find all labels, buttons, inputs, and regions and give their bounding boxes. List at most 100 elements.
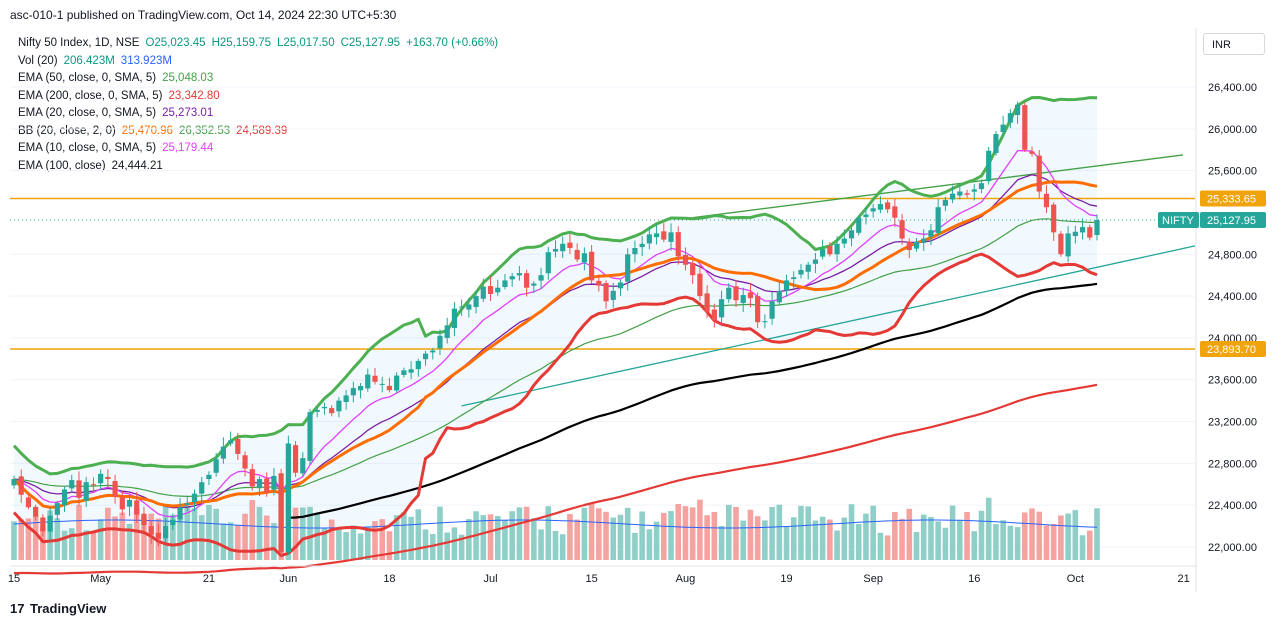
- candle-body: [913, 241, 920, 249]
- candle: [820, 239, 826, 260]
- candle-body: [921, 238, 927, 243]
- volume-bar: [97, 519, 104, 560]
- legend-row[interactable]: EMA (50, close, 0, SMA, 5) 25,048.03: [18, 70, 498, 88]
- legend-row[interactable]: EMA (100, close) 24,444.21: [18, 158, 498, 176]
- legend-row[interactable]: Vol (20) 206.423M 313.923M: [18, 53, 498, 71]
- legend-label: EMA (200, close, 0, SMA, 5): [18, 89, 163, 102]
- candle: [76, 471, 82, 506]
- candle-body: [971, 189, 977, 192]
- candles: [11, 101, 1100, 556]
- candle: [292, 441, 299, 478]
- candle-body: [271, 475, 277, 490]
- legend-value: 313.923M: [120, 54, 172, 67]
- candle-body: [1014, 104, 1021, 116]
- candle-body: [820, 249, 826, 257]
- candle: [697, 264, 703, 301]
- currency-selector[interactable]: INR: [1203, 33, 1265, 55]
- volume-bar: [451, 527, 458, 560]
- x-tick-label: 21: [1178, 573, 1190, 585]
- legend-label: EMA (10, close, 0, SMA, 5): [18, 142, 157, 154]
- volume-bar: [177, 516, 183, 560]
- volume-bar: [855, 523, 862, 560]
- publish-caption: asc-010-1 published on TradingView.com, …: [10, 8, 397, 22]
- legend-value: 25,470.96: [121, 124, 173, 137]
- volume-bar: [740, 520, 747, 560]
- candle-body: [155, 532, 161, 539]
- legend-row[interactable]: BB (20, close, 2, 0) 25,470.96 26,352.53 24…: [18, 123, 498, 141]
- legend-value: 24,444.21: [111, 159, 163, 172]
- candle: [661, 223, 667, 243]
- volume-bar: [942, 527, 949, 560]
- candle-body: [437, 335, 443, 349]
- candle: [1022, 102, 1028, 152]
- volume-bar: [480, 515, 487, 560]
- candle-body: [54, 503, 60, 515]
- volume-bar: [783, 526, 790, 560]
- volume-bar: [256, 506, 263, 560]
- volume-bar: [408, 516, 414, 560]
- candle-body: [646, 234, 652, 244]
- candle: [444, 317, 450, 344]
- candle: [711, 303, 717, 328]
- volume-bar: [769, 506, 775, 560]
- volume-bar: [689, 507, 696, 560]
- candle: [942, 196, 948, 212]
- candle-body: [892, 206, 898, 218]
- candle: [805, 262, 811, 280]
- legend-value: 23,342.80: [168, 89, 220, 102]
- candle-body: [495, 287, 501, 293]
- candle: [993, 130, 999, 156]
- bollinger-upper-line: [12, 96, 1098, 476]
- legend-row[interactable]: EMA (20, close, 0, SMA, 5) 25,273.01: [18, 105, 498, 123]
- candle-body: [877, 204, 883, 210]
- candle: [596, 274, 602, 292]
- candle-body: [906, 241, 912, 251]
- candle-body: [538, 275, 544, 281]
- candle-body: [69, 480, 75, 489]
- candle-body: [625, 254, 631, 282]
- candle: [235, 432, 241, 461]
- candle: [365, 368, 371, 392]
- y-tick-label: 22,000.00: [1208, 542, 1257, 554]
- candle: [928, 223, 934, 245]
- candle-body: [993, 134, 999, 154]
- candle: [567, 233, 573, 255]
- legend-row[interactable]: EMA (200, close, 0, SMA, 5) 23,342.80: [18, 88, 498, 106]
- volume-bar: [437, 506, 443, 560]
- volume-bar: [271, 523, 277, 560]
- candle-body: [675, 232, 681, 257]
- candle: [755, 292, 761, 328]
- legend-label: EMA (100, close): [18, 159, 106, 172]
- legend-value: 25,179.44: [162, 142, 214, 154]
- candle-body: [964, 193, 970, 195]
- candle: [1029, 146, 1035, 157]
- volume-bar: [336, 527, 342, 560]
- candle-body: [610, 290, 616, 300]
- candle-body: [256, 479, 263, 489]
- volume-bar: [754, 516, 761, 560]
- volume-bar: [747, 509, 754, 560]
- volume-bar: [1058, 515, 1064, 560]
- candle-body: [365, 374, 371, 389]
- candle: [487, 276, 494, 302]
- volume-bar: [90, 530, 97, 560]
- candle-body: [899, 220, 905, 239]
- volume-bar: [372, 521, 378, 560]
- tradingview-logo: 17 TradingView: [10, 601, 106, 616]
- y-tick-label: 25,600.00: [1208, 166, 1257, 178]
- y-tick-label: 26,000.00: [1208, 124, 1257, 136]
- candle-body: [1087, 227, 1093, 238]
- candle: [1014, 101, 1021, 124]
- candle: [47, 507, 53, 541]
- volume-bar: [805, 506, 811, 560]
- candle-body: [639, 243, 645, 248]
- x-tick-label: Oct: [1067, 573, 1084, 585]
- indicator-legend: Nifty 50 Index, 1D, NSE O25,023.45 H25,159…: [18, 35, 498, 175]
- legend-row[interactable]: EMA (10, close, 0, SMA, 5) 25,179.44: [18, 140, 498, 158]
- volume-bar: [198, 515, 205, 560]
- legend-row[interactable]: Nifty 50 Index, 1D, NSE O25,023.45 H25,159…: [18, 35, 498, 53]
- candle-body: [870, 208, 876, 212]
- volume-bar: [617, 514, 624, 560]
- candle: [437, 329, 443, 356]
